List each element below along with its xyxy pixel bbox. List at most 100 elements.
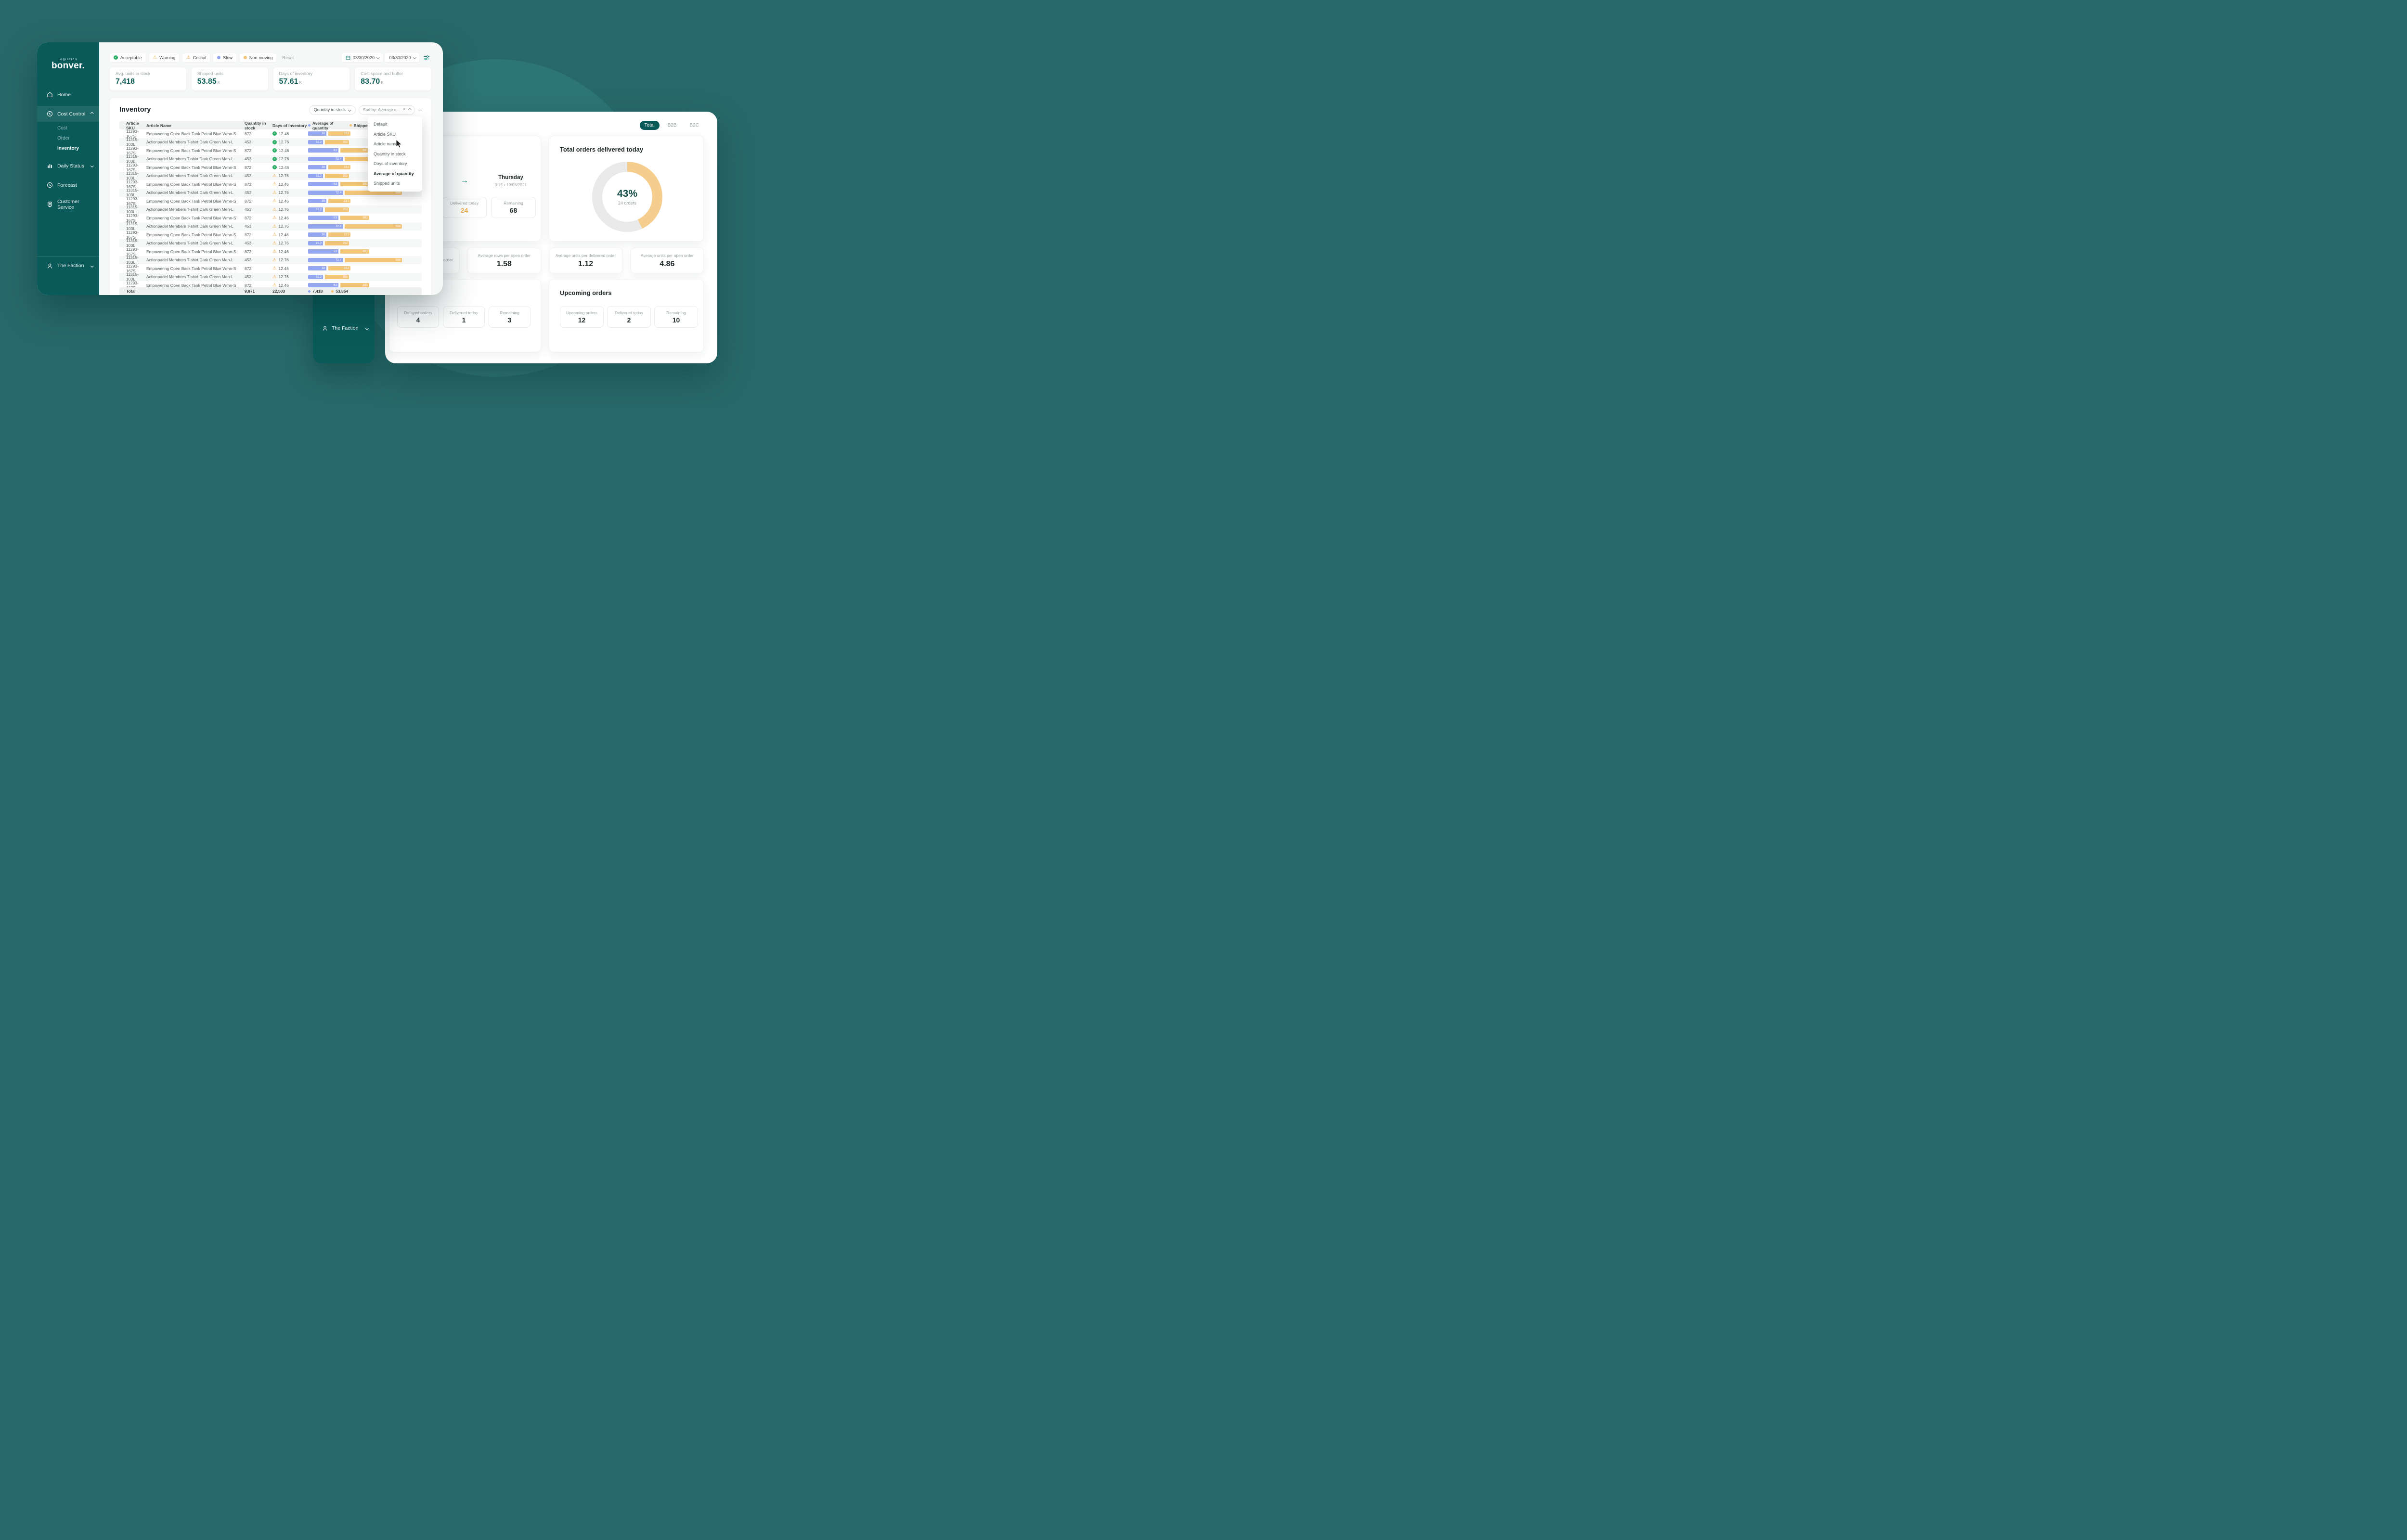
shipped-bar: 301 (340, 283, 369, 288)
table-row[interactable]: 11315-103L Actionpadel Members T-shirt D… (119, 171, 422, 180)
cell-article-sku: 11315-103L (126, 188, 139, 198)
table-row[interactable]: 11293-167S Empowering Open Back Tank Pet… (119, 230, 422, 240)
date-to-picker[interactable]: 03/30/2020 (385, 53, 419, 62)
shipped-bar: 231 (328, 165, 350, 170)
col-quantity[interactable]: Quantity in stock (245, 120, 266, 130)
sort-menu-item[interactable]: Article SKU (374, 131, 396, 137)
cell-days: ⚠ 12.46 (272, 283, 308, 288)
table-row[interactable]: 11293-167S Empowering Open Back Tank Pet… (119, 129, 422, 139)
stat-value: 2 (627, 316, 631, 324)
cell-quantity: 872 (245, 131, 252, 136)
sort-by-chip[interactable]: Sort by: Average o... × (358, 105, 415, 115)
sort-menu-item[interactable]: Shipped units (374, 181, 400, 186)
upcoming-card-title: Upcoming orders (560, 289, 612, 296)
tab[interactable]: Total (639, 121, 660, 130)
table-row[interactable]: 11293-167S Empowering Open Back Tank Pet… (119, 196, 422, 206)
stat-value: 10 (672, 316, 680, 324)
cell-article-sku: 11293-167S (126, 246, 139, 257)
table-row[interactable]: 11315-103L Actionpadel Members T-shirt D… (119, 205, 422, 214)
stat-box: Delivered today 24 (442, 197, 487, 218)
legend-chip[interactable]: ✓ Acceptable (110, 53, 146, 62)
table-row[interactable]: 11293-167S Empowering Open Back Tank Pet… (119, 180, 422, 189)
table-row[interactable]: 11315-103L Actionpadel Members T-shirt D… (119, 238, 422, 248)
avg-quantity-bar: 63 (308, 283, 338, 288)
table-row[interactable]: 11293-167S Empowering Open Back Tank Pet… (119, 213, 422, 223)
table-row[interactable]: 11293-167S Empowering Open Back Tank Pet… (119, 264, 422, 273)
table-row[interactable]: 11315-103L Actionpadel Members T-shirt D… (119, 255, 422, 265)
legend-chip[interactable]: Slow (213, 53, 236, 62)
table-row[interactable]: 11315-103L Actionpadel Members T-shirt D… (119, 137, 422, 147)
days-value: 12.76 (279, 140, 289, 145)
cell-article-sku: 11293-167S (126, 263, 139, 273)
tab[interactable]: B2B (667, 123, 677, 128)
table-row[interactable]: 11293-167S Empowering Open Back Tank Pet… (119, 246, 422, 257)
legend-status-icon (243, 56, 247, 59)
chevron-down-icon (348, 108, 351, 112)
cell-days: ✓ 12.46 (272, 131, 308, 136)
status-icon: ⚠ (272, 198, 277, 204)
sort-direction-button[interactable]: ↑↓ (418, 107, 422, 113)
faction-selector[interactable]: The Faction (313, 325, 375, 331)
legend-chip[interactable]: ⚠ Critical (182, 53, 210, 62)
person-icon (323, 326, 327, 331)
cell-article-name: Actionpadel Members T-shirt Dark Green M… (146, 173, 233, 179)
sort-menu-item[interactable]: Days of inventory (374, 161, 407, 166)
sidebar-item-customer-service[interactable]: Customer Service (37, 196, 99, 212)
sidebar-item-order[interactable]: Order (57, 136, 70, 141)
cell-bars: 72.4 596 (308, 257, 422, 262)
col-shipped[interactable]: Shipped units (349, 123, 422, 128)
reset-filters-button[interactable]: Reset (282, 55, 294, 60)
table-row[interactable]: 11315-103L Actionpadel Members T-shirt D… (119, 272, 422, 282)
sort-menu-item[interactable]: Quantity in stock (374, 151, 406, 156)
table-row[interactable]: 11315-103L Actionpadel Members T-shirt D… (119, 188, 422, 198)
legend-chip[interactable]: Non-moving (239, 53, 277, 62)
table-header: Article SKU Article Name Quantity in sto… (119, 120, 422, 130)
total-label: Total (126, 289, 136, 294)
kpi-value: 53.85 K (197, 77, 220, 86)
clear-sort-icon[interactable]: × (402, 107, 406, 112)
sidebar-item-daily-status[interactable]: Daily Status (37, 158, 99, 174)
kpi-label: Days of inventory (279, 71, 313, 76)
sort-menu-item[interactable]: Average of quantity (374, 171, 414, 176)
legend-chip[interactable]: ⚠ Warning (149, 53, 180, 62)
advanced-filter-button[interactable] (422, 53, 431, 62)
sidebar-item-forecast[interactable]: Forecast (37, 177, 99, 193)
avg-quantity-bar: 72.4 (308, 224, 343, 229)
stat-label: Remaining (666, 310, 686, 315)
sort-menu-item[interactable]: Default (374, 122, 388, 127)
sidebar-item-the-faction[interactable]: The Faction (37, 256, 99, 272)
column-select[interactable]: Quantity in stock (309, 105, 356, 115)
sidebar: logistics bonver. Home € Cost Control Co… (37, 42, 99, 295)
avg-quantity-bar: 38 (308, 131, 326, 136)
orders-kpi-label: Average units per delivered order (555, 253, 616, 258)
sidebar-item-inventory[interactable]: Inventory (57, 146, 79, 152)
table-row[interactable]: 11293-167S Empowering Open Back Tank Pet… (119, 146, 422, 155)
date-from-picker[interactable]: 03/30/2020 (341, 53, 383, 62)
table-row[interactable]: 11293-167S Empowering Open Back Tank Pet… (119, 163, 422, 172)
col-average-quantity[interactable]: Average of quantity (308, 121, 349, 130)
cell-article-name: Empowering Open Back Tank Petrol Blue Wm… (146, 266, 236, 271)
logo-tagline: logistics (58, 58, 78, 61)
avg-quantity-bar: 31.2 (308, 207, 324, 212)
sidebar-item-home[interactable]: Home (37, 87, 99, 103)
avg-quantity-bar: 63 (308, 216, 338, 220)
stat-box: Remaining 10 (654, 306, 698, 328)
col-days[interactable]: Days of inventory (272, 123, 307, 128)
cell-quantity: 872 (245, 148, 252, 153)
delayed-stats: Delayed orders 4 Delivered today 1 Remai… (397, 306, 531, 328)
cell-quantity: 872 (245, 266, 252, 271)
status-icon: ⚠ (272, 249, 277, 254)
shipped-bar: 252 (325, 140, 349, 144)
table-row[interactable]: 11315-103L Actionpadel Members T-shirt D… (119, 221, 422, 231)
avg-quantity-bar: 38 (308, 232, 326, 237)
sidebar-item-cost[interactable]: Cost (57, 126, 67, 131)
days-value: 12.46 (278, 181, 289, 187)
stat-value: 1 (462, 316, 466, 324)
arrow-right-icon: → (461, 177, 468, 185)
col-article-sku[interactable]: Article SKU (126, 120, 139, 130)
tab[interactable]: B2C (689, 123, 699, 128)
sort-menu-item[interactable]: Article name (374, 141, 398, 146)
col-article-name[interactable]: Article Name (146, 123, 171, 128)
stat-label: Delivered today (614, 310, 644, 315)
sidebar-item-cost-control[interactable]: € Cost Control (37, 106, 99, 122)
